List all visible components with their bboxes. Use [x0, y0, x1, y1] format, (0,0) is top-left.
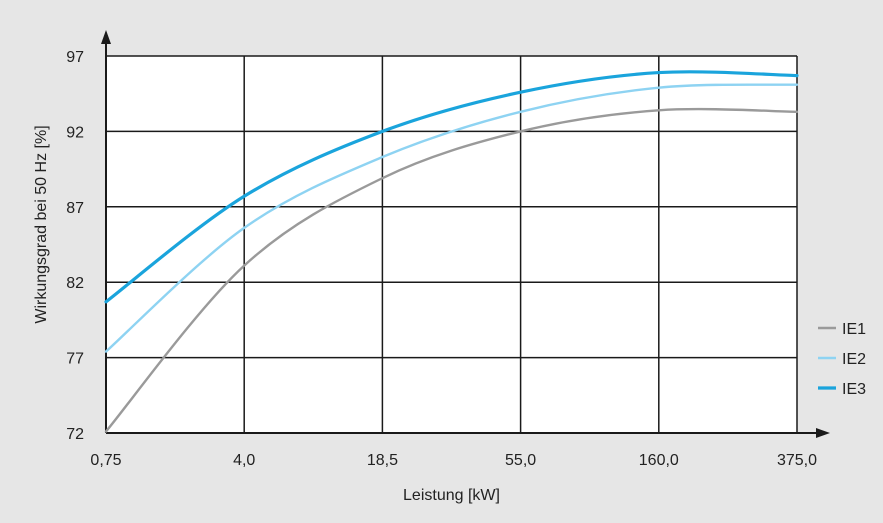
axes	[101, 30, 830, 438]
series-line-ie3	[104, 70, 799, 304]
y-tick-label: 97	[66, 49, 84, 66]
legend-label-ie1: IE1	[842, 321, 866, 338]
x-tick-label: 18,5	[367, 452, 398, 469]
series-line-ie1	[104, 107, 799, 433]
legend: IE1 IE2 IE3	[818, 321, 866, 398]
plot-area	[106, 56, 797, 433]
tick-labels: 72 77 82 87 92 97 0,75 4,0 18,5 55,0 160,0 375,0	[66, 49, 817, 469]
legend-label-ie2: IE2	[842, 351, 866, 368]
series-line-ie2	[104, 83, 799, 353]
y-tick-label: 87	[66, 200, 84, 217]
x-tick-label: 160,0	[639, 452, 679, 469]
series-lines	[104, 70, 799, 433]
x-tick-label: 0,75	[90, 452, 121, 469]
y-tick-label: 92	[66, 124, 84, 141]
y-axis-title: Wirkungsgrad bei 50 Hz [%]	[33, 125, 50, 323]
y-tick-label: 72	[66, 426, 84, 443]
y-tick-label: 77	[66, 351, 84, 368]
x-tick-label: 4,0	[233, 452, 255, 469]
legend-label-ie3: IE3	[842, 381, 866, 398]
x-tick-label: 55,0	[505, 452, 536, 469]
y-tick-label: 82	[66, 275, 84, 292]
y-axis-arrow	[101, 30, 111, 44]
x-axis-arrow	[816, 428, 830, 438]
grid	[106, 55, 798, 433]
x-tick-label: 375,0	[777, 452, 817, 469]
x-axis-title: Leistung [kW]	[403, 487, 500, 504]
